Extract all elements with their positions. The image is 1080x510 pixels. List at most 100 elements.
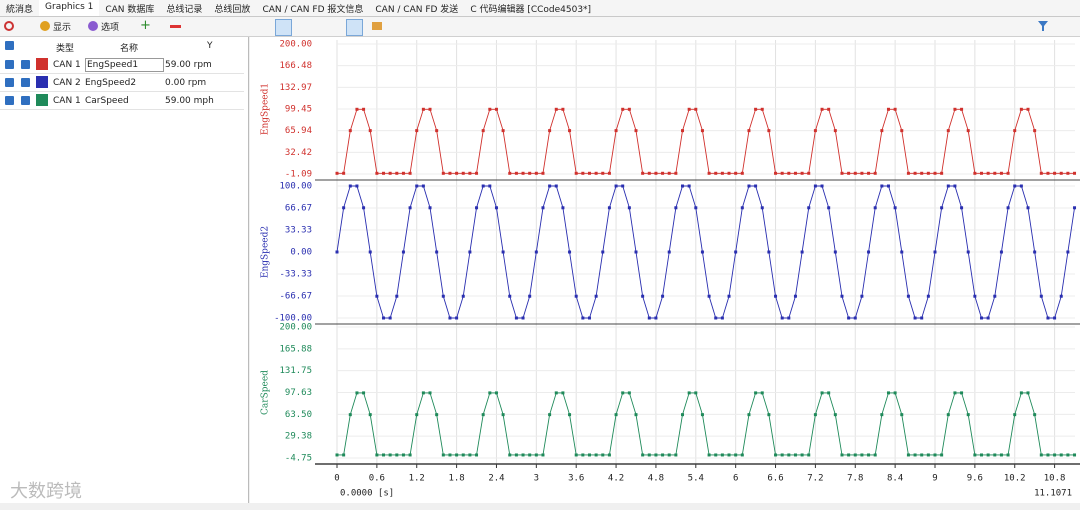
data-point — [514, 316, 518, 320]
data-point — [435, 250, 439, 254]
data-point — [1019, 107, 1023, 111]
data-point — [1013, 129, 1017, 133]
data-point — [780, 316, 784, 320]
x-tick-label: 3 — [534, 474, 539, 484]
signal-row[interactable]: CAN 1 CarSpeed 59.00 mph — [0, 92, 244, 110]
data-point — [674, 206, 678, 210]
data-point — [508, 294, 512, 298]
data-point — [687, 107, 691, 111]
data-point — [707, 171, 711, 175]
filter-icon[interactable] — [1038, 21, 1048, 31]
data-point — [847, 453, 851, 457]
data-point — [840, 453, 844, 457]
y-tick-label: 0.00 — [290, 248, 312, 258]
data-point — [1039, 294, 1043, 298]
options-button[interactable]: 选项 — [101, 23, 120, 33]
column-header: Y — [207, 41, 213, 51]
data-point — [647, 171, 651, 175]
x-tick-label: 8.4 — [887, 474, 903, 484]
data-point — [382, 171, 386, 175]
checkbox[interactable] — [21, 78, 30, 87]
data-point — [1019, 184, 1023, 188]
data-point — [601, 453, 605, 457]
checkbox[interactable] — [5, 41, 14, 50]
icon[interactable] — [40, 21, 50, 31]
remove-icon[interactable] — [170, 25, 181, 28]
data-point — [448, 453, 452, 457]
data-point — [475, 453, 479, 457]
data-point — [1033, 413, 1037, 417]
data-point — [587, 453, 591, 457]
data-point — [435, 129, 439, 133]
y-tick-label: 99.45 — [285, 105, 312, 115]
data-point — [1073, 171, 1077, 175]
data-point — [488, 107, 492, 111]
data-point — [627, 391, 631, 395]
data-point — [740, 453, 744, 457]
show-button[interactable]: 显示 — [53, 23, 72, 33]
data-point — [767, 129, 771, 133]
checkbox[interactable] — [5, 78, 14, 87]
data-point — [634, 413, 638, 417]
data-point — [508, 453, 512, 457]
data-point — [335, 453, 339, 457]
data-point — [342, 171, 346, 175]
icon[interactable] — [346, 19, 363, 36]
data-point — [574, 171, 578, 175]
column-header: 类型 — [56, 44, 75, 54]
data-point — [368, 413, 372, 417]
tab[interactable]: 統消息 — [6, 5, 34, 15]
data-point — [401, 250, 405, 254]
data-point — [395, 294, 399, 298]
data-point — [335, 171, 339, 175]
checkbox[interactable] — [5, 96, 14, 105]
tab[interactable]: 总线回放 — [214, 5, 251, 15]
data-point — [1059, 171, 1063, 175]
tab[interactable]: C 代码编辑器 [CCode4503*] — [470, 5, 592, 15]
data-point — [601, 250, 605, 254]
data-point — [833, 250, 837, 254]
x-tick-label: 4.8 — [648, 474, 664, 484]
x-end-label: 11.1071 — [1034, 489, 1072, 499]
data-point — [494, 206, 498, 210]
tab[interactable]: Graphics 1 — [39, 0, 100, 16]
data-point — [1026, 107, 1030, 111]
y-tick-label: 32.42 — [285, 148, 312, 158]
icon[interactable] — [275, 19, 292, 36]
tab[interactable]: CAN 数据库 — [105, 5, 155, 15]
checkbox[interactable] — [21, 96, 30, 105]
data-point — [980, 453, 984, 457]
signal-value: 59.00 rpm — [165, 60, 212, 70]
data-point — [481, 413, 485, 417]
checkbox[interactable] — [21, 60, 30, 69]
data-point — [362, 206, 366, 210]
data-point — [607, 206, 611, 210]
signal-name: CarSpeed — [85, 96, 129, 106]
data-point — [933, 453, 937, 457]
tab[interactable]: 总线记录 — [166, 5, 203, 15]
signal-row[interactable]: CAN 1 EngSpeed1 59.00 rpm — [0, 56, 244, 74]
icon[interactable] — [88, 21, 98, 31]
y-tick-label: -33.33 — [279, 269, 312, 279]
y-tick-label: 131.75 — [279, 366, 312, 376]
data-point — [906, 171, 910, 175]
icon[interactable] — [4, 21, 14, 31]
tab[interactable]: CAN / CAN FD 报文信息 — [262, 5, 364, 15]
checkbox[interactable] — [5, 60, 14, 69]
data-point — [933, 250, 937, 254]
icon[interactable] — [372, 22, 382, 30]
data-point — [873, 206, 877, 210]
data-point — [368, 129, 372, 133]
x-tick-label: 6 — [733, 474, 738, 484]
data-point — [986, 453, 990, 457]
data-point — [587, 316, 591, 320]
data-point — [800, 453, 804, 457]
data-point — [415, 129, 419, 133]
signal-row[interactable]: CAN 2 EngSpeed2 0.00 rpm — [0, 74, 244, 92]
add-icon[interactable]: + — [140, 18, 151, 33]
data-point — [966, 250, 970, 254]
tab[interactable]: CAN / CAN FD 发送 — [375, 5, 459, 15]
data-point — [541, 171, 545, 175]
data-point — [421, 107, 425, 111]
data-point — [594, 294, 598, 298]
